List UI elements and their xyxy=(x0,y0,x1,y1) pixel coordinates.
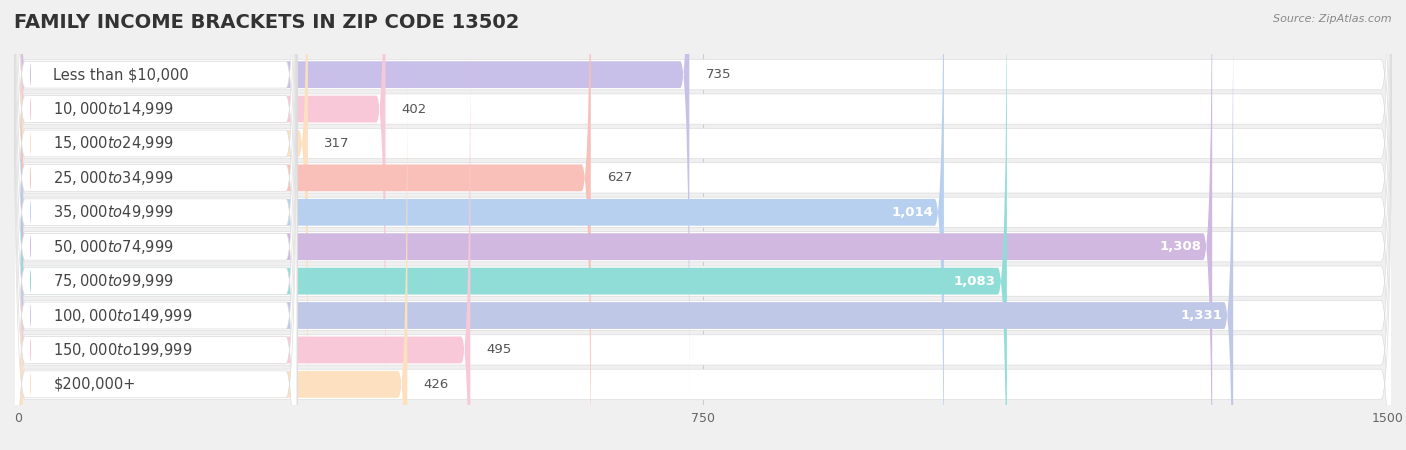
Text: $15,000 to $24,999: $15,000 to $24,999 xyxy=(53,135,174,153)
FancyBboxPatch shape xyxy=(14,0,297,450)
FancyBboxPatch shape xyxy=(18,0,943,450)
Text: $35,000 to $49,999: $35,000 to $49,999 xyxy=(53,203,174,221)
FancyBboxPatch shape xyxy=(18,0,308,450)
Text: 317: 317 xyxy=(325,137,350,150)
FancyBboxPatch shape xyxy=(18,0,1007,450)
Text: 1,014: 1,014 xyxy=(891,206,934,219)
FancyBboxPatch shape xyxy=(18,19,471,450)
FancyBboxPatch shape xyxy=(14,0,1392,450)
FancyBboxPatch shape xyxy=(14,0,1392,450)
Text: $150,000 to $199,999: $150,000 to $199,999 xyxy=(53,341,193,359)
FancyBboxPatch shape xyxy=(14,0,297,450)
Text: $50,000 to $74,999: $50,000 to $74,999 xyxy=(53,238,174,256)
FancyBboxPatch shape xyxy=(18,0,385,440)
Text: 1,308: 1,308 xyxy=(1159,240,1201,253)
Text: FAMILY INCOME BRACKETS IN ZIP CODE 13502: FAMILY INCOME BRACKETS IN ZIP CODE 13502 xyxy=(14,14,519,32)
FancyBboxPatch shape xyxy=(14,0,297,450)
FancyBboxPatch shape xyxy=(14,0,1392,450)
Text: 495: 495 xyxy=(486,343,512,356)
Text: Source: ZipAtlas.com: Source: ZipAtlas.com xyxy=(1274,14,1392,23)
Text: $100,000 to $149,999: $100,000 to $149,999 xyxy=(53,306,193,324)
Text: 735: 735 xyxy=(706,68,731,81)
FancyBboxPatch shape xyxy=(14,0,297,450)
Text: Less than $10,000: Less than $10,000 xyxy=(53,67,188,82)
Text: $200,000+: $200,000+ xyxy=(53,377,135,392)
FancyBboxPatch shape xyxy=(14,0,1392,450)
FancyBboxPatch shape xyxy=(14,0,297,450)
FancyBboxPatch shape xyxy=(18,0,689,405)
Text: 627: 627 xyxy=(607,171,633,184)
FancyBboxPatch shape xyxy=(14,0,1392,450)
FancyBboxPatch shape xyxy=(14,0,1392,450)
FancyBboxPatch shape xyxy=(18,54,408,450)
Text: 402: 402 xyxy=(402,103,427,116)
FancyBboxPatch shape xyxy=(14,0,1392,450)
Text: 1,331: 1,331 xyxy=(1181,309,1222,322)
Text: $75,000 to $99,999: $75,000 to $99,999 xyxy=(53,272,174,290)
FancyBboxPatch shape xyxy=(14,0,297,450)
FancyBboxPatch shape xyxy=(14,0,1392,450)
FancyBboxPatch shape xyxy=(18,0,1212,450)
FancyBboxPatch shape xyxy=(18,0,1233,450)
Text: $10,000 to $14,999: $10,000 to $14,999 xyxy=(53,100,174,118)
FancyBboxPatch shape xyxy=(14,0,297,450)
FancyBboxPatch shape xyxy=(14,0,297,450)
FancyBboxPatch shape xyxy=(18,0,591,450)
FancyBboxPatch shape xyxy=(14,0,1392,450)
FancyBboxPatch shape xyxy=(14,0,1392,450)
FancyBboxPatch shape xyxy=(14,0,297,450)
Text: 1,083: 1,083 xyxy=(953,274,995,288)
Text: 426: 426 xyxy=(423,378,449,391)
FancyBboxPatch shape xyxy=(14,0,297,450)
Text: $25,000 to $34,999: $25,000 to $34,999 xyxy=(53,169,174,187)
